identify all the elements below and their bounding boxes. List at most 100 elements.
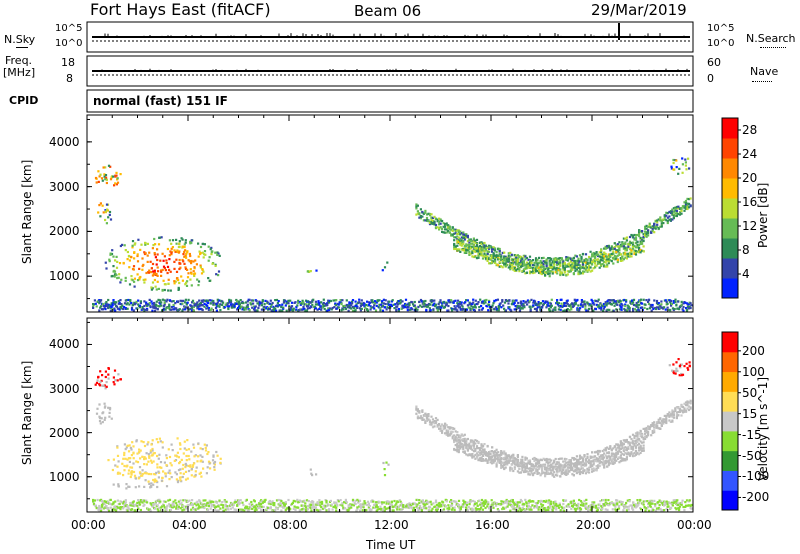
arc-cell bbox=[491, 259, 494, 262]
near-range-cell bbox=[549, 302, 552, 305]
arc-cell bbox=[575, 265, 578, 269]
near-range-cell bbox=[151, 302, 154, 305]
arc-cell bbox=[465, 445, 468, 448]
arc-cell bbox=[634, 253, 638, 256]
data-cell bbox=[158, 437, 161, 440]
arc-cell bbox=[574, 462, 577, 465]
near-range-cell bbox=[404, 298, 408, 301]
near-range-cell bbox=[645, 299, 648, 302]
arc-cell bbox=[578, 267, 582, 270]
arc-cell bbox=[474, 447, 477, 451]
near-range-cell bbox=[383, 306, 386, 309]
arc-cell bbox=[594, 451, 597, 454]
arc-cell bbox=[542, 457, 545, 460]
near-range-cell bbox=[248, 298, 251, 301]
data-cell bbox=[131, 441, 134, 444]
near-range-cell bbox=[401, 300, 404, 303]
near-range-cell bbox=[123, 305, 126, 309]
arc-cell bbox=[525, 466, 528, 470]
near-range-cell bbox=[248, 309, 251, 312]
data-cell bbox=[160, 270, 163, 273]
near-range-cell bbox=[276, 302, 279, 305]
arc-cell bbox=[454, 430, 457, 433]
arc-cell bbox=[503, 467, 506, 470]
near-range-cell bbox=[528, 305, 531, 308]
near-range-cell bbox=[533, 300, 537, 303]
arc-cell bbox=[492, 254, 495, 258]
near-range-cell bbox=[301, 299, 304, 302]
near-range-cell bbox=[369, 308, 372, 311]
near-range-cell bbox=[141, 306, 144, 309]
near-range-cell bbox=[320, 301, 323, 304]
data-cell bbox=[309, 270, 312, 273]
data-cell bbox=[156, 463, 159, 466]
arc-cell bbox=[683, 407, 686, 410]
arc-cell bbox=[504, 455, 507, 458]
arc-cell bbox=[541, 261, 544, 264]
arc-cell bbox=[553, 263, 556, 266]
arc-cell bbox=[574, 457, 577, 461]
arc-cell bbox=[639, 230, 642, 233]
near-range-cell bbox=[669, 309, 672, 312]
arc-cell bbox=[591, 456, 594, 459]
arc-cell bbox=[647, 225, 650, 228]
near-range-cell bbox=[378, 303, 381, 306]
near-range-cell bbox=[670, 300, 673, 303]
arc-cell bbox=[551, 465, 554, 468]
arc-cell bbox=[538, 464, 541, 467]
arc-cell bbox=[586, 453, 589, 456]
near-range-cell bbox=[436, 309, 439, 312]
data-cell bbox=[170, 247, 173, 250]
arc-cell bbox=[604, 462, 607, 465]
near-range-cell bbox=[618, 308, 621, 311]
arc-cell bbox=[624, 241, 627, 244]
data-cell bbox=[136, 452, 139, 455]
data-cell bbox=[158, 466, 162, 469]
near-range-cell bbox=[358, 298, 361, 301]
near-range-cell bbox=[434, 303, 438, 306]
arc-cell bbox=[562, 273, 565, 276]
arc-cell bbox=[647, 431, 650, 434]
arc-cell bbox=[659, 216, 662, 219]
data-cell bbox=[207, 451, 210, 454]
arc-cell bbox=[619, 244, 622, 247]
near-range-cell bbox=[305, 309, 309, 312]
arc-cell bbox=[559, 265, 562, 268]
near-range-cell bbox=[326, 309, 329, 312]
arc-cell bbox=[501, 465, 504, 469]
near-range-cell bbox=[350, 304, 353, 307]
near-range-cell bbox=[285, 309, 288, 312]
data-cell bbox=[675, 159, 678, 162]
arc-cell bbox=[684, 203, 688, 206]
data-cell bbox=[98, 204, 101, 207]
data-cell bbox=[139, 449, 142, 452]
data-cell bbox=[199, 252, 202, 255]
arc-cell bbox=[550, 469, 553, 472]
near-range-cell bbox=[358, 301, 361, 304]
data-cell bbox=[134, 486, 137, 489]
arc-cell bbox=[544, 271, 547, 274]
arc-cell bbox=[689, 401, 692, 404]
arc-cell bbox=[577, 259, 580, 263]
near-range-cell bbox=[168, 299, 172, 302]
near-range-cell bbox=[202, 299, 205, 302]
near-range-cell bbox=[608, 308, 611, 311]
arc-cell bbox=[651, 424, 654, 427]
arc-cell bbox=[551, 469, 554, 472]
arc-cell bbox=[613, 242, 616, 245]
data-cell bbox=[688, 364, 691, 367]
arc-cell bbox=[566, 265, 569, 268]
near-range-cell bbox=[640, 306, 644, 309]
arc-cell bbox=[434, 417, 438, 420]
arc-cell bbox=[644, 435, 647, 438]
arc-cell bbox=[498, 454, 501, 457]
near-range-cell bbox=[165, 300, 168, 303]
data-cell bbox=[684, 164, 687, 167]
arc-cell bbox=[531, 468, 535, 471]
near-range-cell bbox=[580, 299, 583, 302]
near-range-cell bbox=[594, 308, 598, 311]
data-cell bbox=[157, 441, 160, 444]
arc-cell bbox=[657, 218, 660, 221]
arc-cell bbox=[524, 466, 527, 469]
data-cell bbox=[160, 269, 163, 272]
